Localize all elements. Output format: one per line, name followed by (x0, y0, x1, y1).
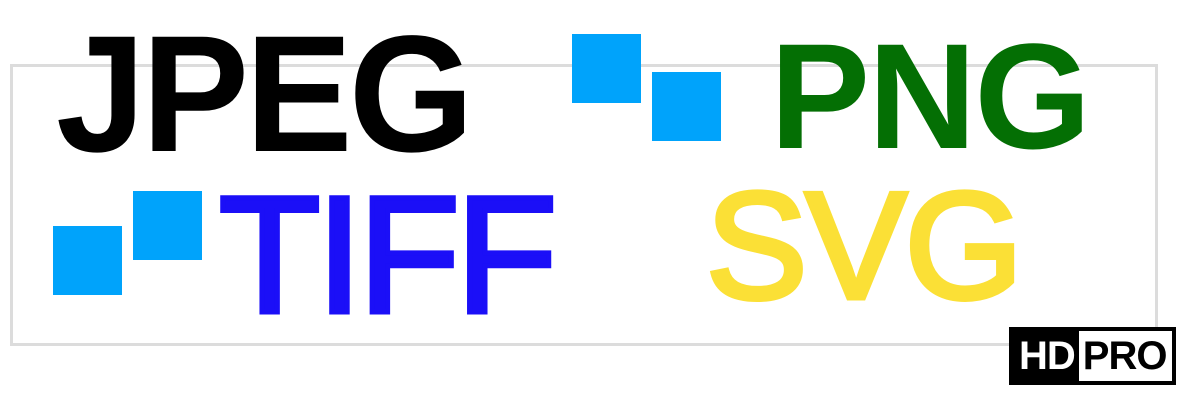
tiff-label: TIFF (216, 163, 559, 348)
svg-label: SVG (704, 161, 1026, 331)
square-1 (572, 34, 641, 103)
hd-pro-badge: HD PRO (1009, 327, 1177, 385)
square-2 (652, 72, 721, 141)
square-3 (133, 191, 202, 260)
badge-hd-text: HD (1013, 331, 1079, 381)
png-label: PNG (770, 12, 1091, 180)
badge-pro-text: PRO (1078, 331, 1173, 381)
jpeg-label: JPEG (56, 2, 474, 187)
square-4 (53, 226, 122, 295)
